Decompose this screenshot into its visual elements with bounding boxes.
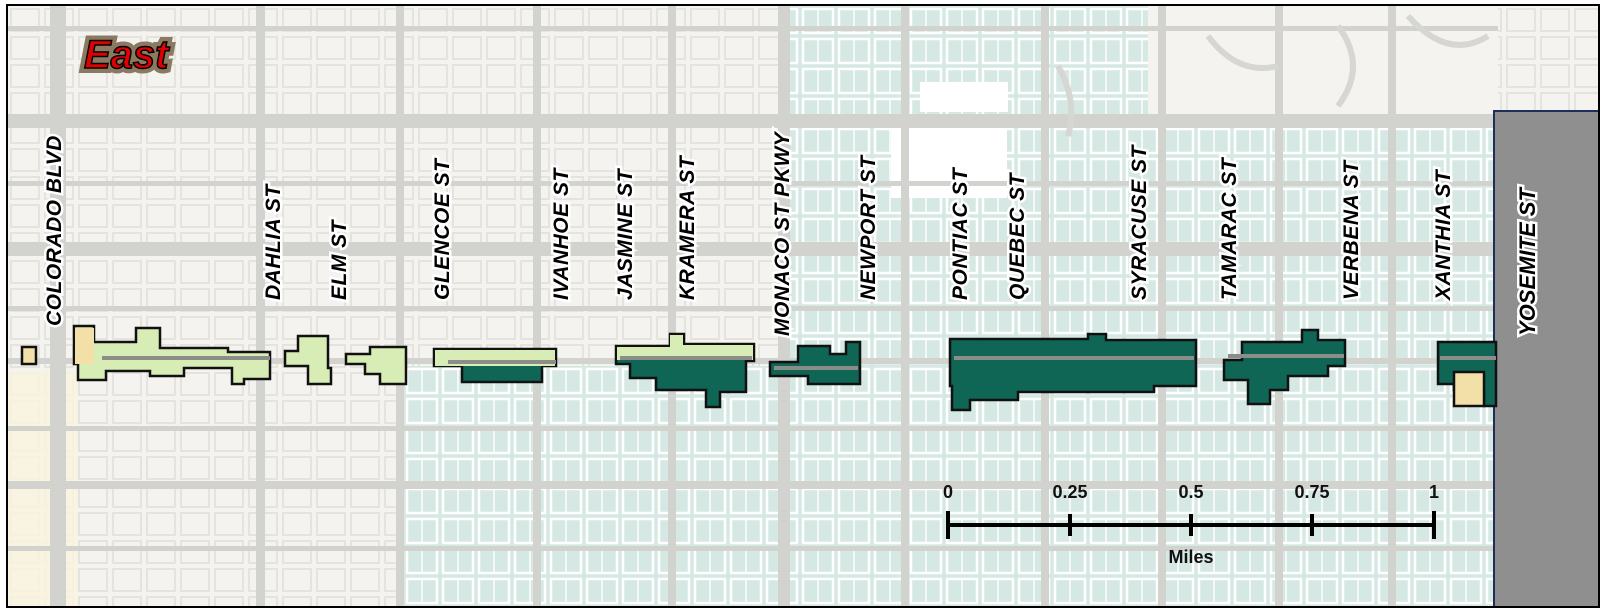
segment-colorado-dahlia [72, 324, 272, 386]
street-label-newport: NEWPORT ST [857, 154, 880, 300]
street-label-glencoe: GLENCOE ST [431, 157, 454, 300]
segment-jasmine-kramera-light [617, 335, 753, 360]
street-label-tamarac: TAMARAC ST [1218, 156, 1241, 300]
scale-tick-label-3: 0.75 [1294, 482, 1329, 502]
segment-colorado-tan [75, 328, 94, 364]
street-label-dahlia: DAHLIA ST [262, 183, 285, 300]
scale-tick-label-2: 0.5 [1178, 482, 1203, 502]
curved-streets [1055, 14, 1490, 137]
segment-monaco-newport [768, 340, 862, 386]
segment-small-tan [20, 345, 38, 366]
map-canvas: YOSEMITE ST [8, 6, 1598, 606]
map-title: East East [79, 28, 175, 82]
map-title-shadow: East [84, 33, 170, 77]
white-block-1 [920, 82, 1008, 112]
street-label-syracuse: SYRACUSE ST [1128, 143, 1151, 300]
street-labels: COLORADO BLVD DAHLIA ST ELM ST GLENCOE S… [41, 128, 1458, 339]
road-network [8, 6, 1498, 606]
street-label-kramera: KRAMERA ST [676, 154, 699, 300]
street-label-colorado: COLORADO BLVD [43, 135, 66, 326]
street-label-monaco: MONACO ST PKWY [771, 130, 794, 336]
segment-pontiac-syracuse [948, 332, 1198, 412]
map-title-text: East [84, 33, 170, 77]
street-label-ivanhoe: IVANHOE ST [550, 167, 573, 300]
scale-tick-label-1: 0.25 [1052, 482, 1087, 502]
map-frame: YOSEMITE ST [6, 4, 1600, 608]
corridor-segments [20, 324, 1498, 412]
teal-area-3 [1448, 406, 1498, 606]
street-label-elm: ELM ST [328, 218, 351, 300]
scale-bar: 0 0.25 0.5 0.75 1 Miles [943, 482, 1439, 567]
cream-area [8, 371, 78, 606]
street-label-yosemite: YOSEMITE ST [1515, 187, 1540, 336]
street-label-jasmine: JASMINE ST [614, 167, 637, 300]
yosemite-boundary-strip [1493, 110, 1598, 606]
segment-xanthia-tan [1452, 370, 1486, 408]
segment-elm-east [344, 345, 408, 386]
street-label-quebec: QUEBEC ST [1006, 171, 1029, 300]
corridor-median [102, 354, 1496, 370]
scale-unit-label: Miles [1168, 547, 1213, 567]
street-label-verbena: VERBENA ST [1340, 159, 1363, 300]
segment-elm [283, 334, 333, 386]
white-area-top-right [1148, 6, 1498, 114]
scale-tick-label-4: 1 [1429, 482, 1439, 502]
scale-tick-label-0: 0 [943, 482, 953, 502]
street-label-xanthia: XANTHIA ST [1432, 168, 1455, 301]
segment-tamarac-verbena [1222, 328, 1347, 406]
street-label-pontiac: PONTIAC ST [949, 166, 972, 300]
